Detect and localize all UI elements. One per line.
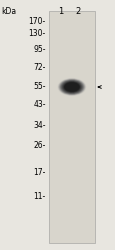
Text: 55-: 55- <box>33 82 45 91</box>
Text: 11-: 11- <box>33 192 45 201</box>
Text: 43-: 43- <box>33 100 45 109</box>
Ellipse shape <box>63 82 79 92</box>
Text: 95-: 95- <box>33 46 45 54</box>
Text: 34-: 34- <box>33 120 45 130</box>
Ellipse shape <box>61 81 81 93</box>
Text: 1: 1 <box>57 7 62 16</box>
Text: 26-: 26- <box>33 141 45 150</box>
Ellipse shape <box>60 80 83 94</box>
Text: 72-: 72- <box>33 63 45 72</box>
Ellipse shape <box>60 80 82 94</box>
Bar <box>48 11 94 242</box>
Ellipse shape <box>59 79 83 95</box>
Ellipse shape <box>57 78 85 96</box>
Ellipse shape <box>62 81 81 93</box>
Ellipse shape <box>64 82 79 92</box>
Text: 170-: 170- <box>28 17 45 26</box>
Ellipse shape <box>58 79 84 95</box>
Text: 2: 2 <box>74 7 80 16</box>
Ellipse shape <box>59 80 83 94</box>
Text: 17-: 17- <box>33 168 45 177</box>
Ellipse shape <box>59 79 84 95</box>
Text: 130-: 130- <box>28 29 45 38</box>
Ellipse shape <box>62 81 80 93</box>
Ellipse shape <box>61 80 82 94</box>
Ellipse shape <box>63 82 80 92</box>
Ellipse shape <box>58 78 85 96</box>
Text: kDa: kDa <box>1 7 16 16</box>
Ellipse shape <box>61 80 82 94</box>
Ellipse shape <box>63 82 80 92</box>
Ellipse shape <box>58 78 85 96</box>
